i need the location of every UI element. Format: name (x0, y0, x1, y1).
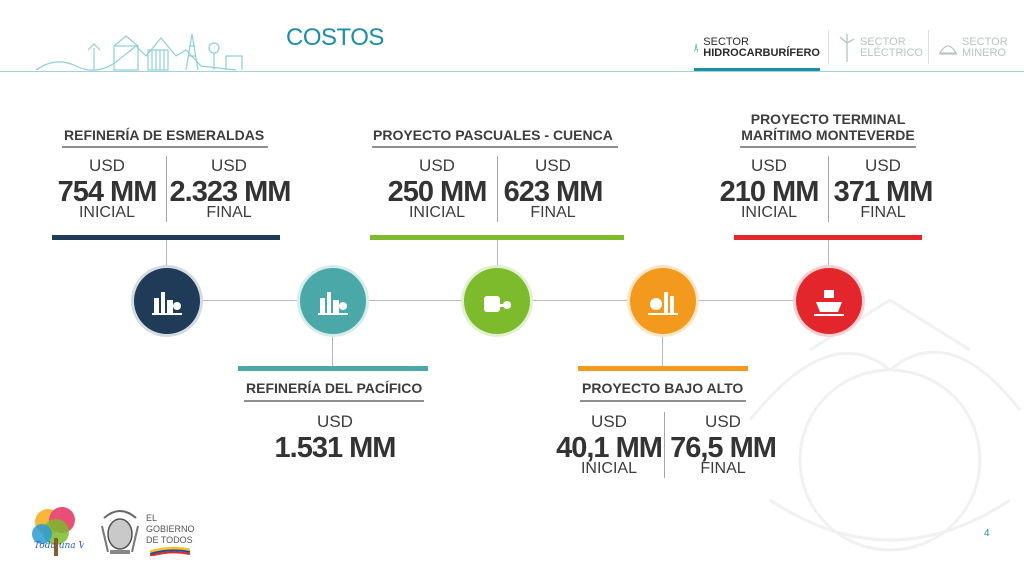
esmeraldas-initial-value: 754 MM (57, 176, 158, 208)
pascuales-title: PROYECTO PASCUALES - CUENCA (373, 127, 613, 143)
pascuales-final-value: 623 MM (503, 176, 604, 208)
node-pascuales[interactable] (464, 268, 530, 334)
title-underline (740, 146, 916, 148)
final-label: FINAL (700, 460, 746, 477)
esmeraldas-title: REFINERÍA DE ESMERALDAS (64, 127, 265, 143)
initial-label: INICIAL (78, 204, 135, 221)
wind-turbine-icon (839, 34, 855, 62)
pascuales-color-bar (370, 235, 624, 240)
currency-label: USD (751, 156, 787, 175)
bajoalto-title: PROYECTO BAJO ALTO (582, 380, 744, 396)
header-skyline-illustration (36, 33, 243, 71)
monteverde-title-line1: PROYECTO TERMINAL (750, 111, 906, 127)
sector-line2: ELÉCTRICO (860, 47, 923, 59)
final-label: FINAL (530, 204, 576, 221)
currency-label: USD (705, 412, 741, 431)
background-crest-watermark (748, 298, 1022, 552)
title-underline (372, 146, 618, 148)
sector-line1: SECTOR (860, 36, 906, 48)
gov-line2: GOBIERNO (146, 524, 195, 534)
esmeraldas-final-value: 2.323 MM (169, 176, 292, 208)
timeline-connector (497, 240, 498, 268)
currency-label: USD (211, 156, 247, 175)
value-divider (664, 412, 665, 478)
gobierno-de-todos-text: EL GOBIERNO DE TODOS (146, 513, 195, 546)
value-divider (497, 156, 498, 222)
page-number: 4 (984, 528, 990, 539)
currency-label: USD (419, 156, 455, 175)
timeline-connector (166, 240, 167, 268)
node-bajo-alto[interactable] (630, 268, 696, 334)
pacifico-color-bar (238, 366, 428, 371)
tab-divider (928, 30, 929, 64)
final-label: FINAL (206, 204, 252, 221)
final-label: FINAL (860, 204, 906, 221)
refinery-icon (318, 292, 348, 315)
pacifico-value: 1.531 MM (274, 432, 397, 464)
flag-ribbon-icon (150, 546, 190, 556)
monteverde-final-value: 371 MM (833, 176, 934, 208)
bajoalto-initial-value: 40,1 MM (556, 432, 663, 464)
mining-helmet-icon (938, 45, 958, 55)
monteverde-title: PROYECTO TERMINAL MARÍTIMO MONTEVERDE (738, 111, 918, 143)
refinery-icon (152, 292, 182, 315)
monteverde-color-bar (734, 235, 922, 240)
initial-label: INICIAL (408, 204, 465, 221)
active-tab-indicator (694, 68, 820, 72)
toda-una-vida-logo: Toda una Vida (32, 507, 84, 556)
bajoalto-color-bar (578, 366, 748, 371)
pacifico-title: REFINERÍA DEL PACÍFICO (246, 380, 423, 396)
monteverde-initial-value: 210 MM (719, 176, 820, 208)
bajoalto-final-value: 76,5 MM (670, 432, 777, 464)
ship-icon (814, 290, 844, 316)
currency-label: USD (317, 412, 353, 431)
title-underline (62, 146, 268, 148)
monteverde-title-line2: MARÍTIMO MONTEVERDE (741, 127, 915, 143)
node-esmeraldas[interactable] (134, 268, 200, 334)
sector-line2: HIDROCARBURÍFERO (703, 47, 820, 59)
sector-line2: MINERO (962, 47, 1006, 59)
tab-sector-minero[interactable]: SECTOR MINERO (938, 30, 1008, 66)
tab-sector-electrico[interactable]: SECTOR ELÉCTRICO (838, 30, 923, 66)
tab-divider (828, 30, 829, 64)
oil-rig-icon (694, 43, 698, 53)
initial-label: INICIAL (580, 460, 637, 477)
timeline-connector (332, 334, 333, 366)
currency-label: USD (591, 412, 627, 431)
gov-line3: DE TODOS (146, 535, 193, 545)
sector-line1: SECTOR (962, 36, 1008, 48)
currency-label: USD (535, 156, 571, 175)
esmeraldas-color-bar (52, 235, 280, 240)
tab-sector-hidrocarburifero[interactable]: SECTOR HIDROCARBURÍFERO (694, 30, 820, 66)
currency-label: USD (865, 156, 901, 175)
node-pacifico[interactable] (300, 268, 366, 334)
sector-line1: SECTOR (703, 36, 749, 48)
pascuales-initial-value: 250 MM (387, 176, 488, 208)
currency-label: USD (89, 156, 125, 175)
title-underline (580, 400, 746, 402)
pipeline-tank-icon (484, 296, 511, 312)
value-divider (166, 156, 167, 222)
value-divider (828, 156, 829, 222)
node-monteverde[interactable] (796, 268, 862, 334)
header-divider (0, 71, 1024, 72)
timeline-connector (662, 334, 663, 366)
ecuador-coat-of-arms (101, 510, 139, 554)
timeline-connector (828, 240, 829, 268)
initial-label: INICIAL (740, 204, 797, 221)
page-title: COSTOS (286, 24, 384, 51)
gas-plant-icon (648, 292, 678, 315)
title-underline (244, 400, 424, 402)
gov-line1: EL (146, 513, 158, 523)
logo-text: Toda una Vida (34, 541, 84, 551)
